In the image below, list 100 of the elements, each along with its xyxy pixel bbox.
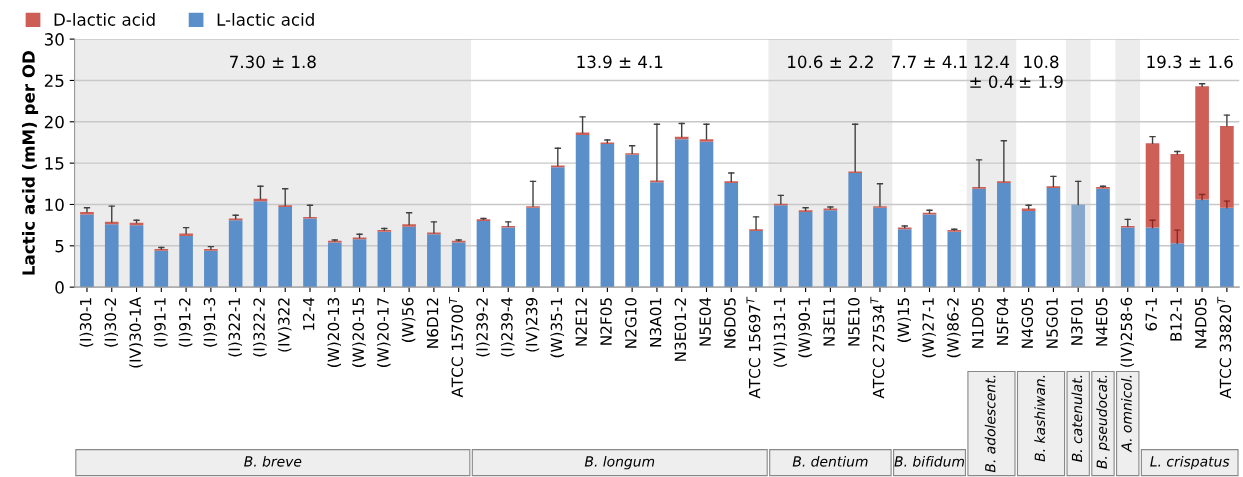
- x-tick-label: (W)20-15: [352, 298, 366, 367]
- x-tick-label: (W)27-1: [922, 298, 936, 358]
- bar: [897, 229, 912, 288]
- bar: [873, 207, 887, 288]
- bar: [402, 224, 416, 227]
- y-tick-label: 15: [45, 157, 64, 170]
- text: B. dentium: [792, 455, 868, 467]
- annotation: 10.8 ± 1.9: [1019, 55, 1063, 89]
- bar: [1021, 211, 1036, 288]
- x-tick-label: N1D05: [971, 298, 984, 348]
- x-tick-label: ATCC 15700$^{T}$: [449, 296, 464, 398]
- bar: [699, 141, 714, 288]
- x-tick-label: (I)30-2: [104, 298, 118, 347]
- x-tick-label: N2E12: [575, 298, 587, 346]
- x-tick-label: (I)91-2: [178, 298, 193, 347]
- x-tick-label: (W)86-2: [946, 298, 961, 358]
- x-tick-label: N5E10: [848, 297, 860, 346]
- x-tick-label: (IV)322: [277, 298, 292, 352]
- text: B. kashiwan.: [1034, 375, 1046, 462]
- x-tick-label: N3A01: [649, 298, 662, 347]
- annotation: 10.6 ± 2.2: [788, 55, 873, 69]
- text: B. catenulat.: [1071, 375, 1083, 462]
- x-tick-label: N5F04: [996, 297, 1009, 345]
- bar: [625, 154, 639, 288]
- text: B. pseudocat.: [1096, 375, 1110, 469]
- bar: [1046, 187, 1061, 288]
- x-tick-label: (I)322-1: [228, 298, 242, 357]
- x-tick-label: 67-1: [1145, 298, 1157, 331]
- y-tick-label: 25: [44, 74, 64, 88]
- x-tick-label: (I)91-1: [153, 298, 168, 347]
- bar: [997, 182, 1011, 288]
- x-tick-label: (IV)258-6: [1120, 297, 1134, 367]
- x-tick-label: 12-4: [302, 297, 315, 330]
- y-axis-title: Lactic acid (mM) per OD: [21, 51, 39, 275]
- bar: [550, 167, 565, 288]
- bar: [1170, 154, 1185, 244]
- bar: [699, 139, 714, 142]
- bar: [798, 211, 813, 288]
- x-tick-label: N4E05: [1095, 298, 1108, 346]
- x-tick-label: N3E01-2: [674, 298, 687, 361]
- bar: [427, 234, 441, 288]
- bar: [1195, 199, 1209, 288]
- x-tick-label: (IV)30-1A: [129, 297, 143, 368]
- bar: [352, 239, 367, 288]
- bar: [1120, 227, 1135, 288]
- x-tick-label: N2G10: [625, 297, 637, 348]
- x-tick-label: B12-1: [1170, 298, 1182, 341]
- text: B. bifidum: [894, 455, 965, 467]
- bar: [104, 224, 119, 288]
- annotation: 13.9 ± 4.1: [577, 55, 663, 69]
- bar: [972, 188, 986, 288]
- x-tick-label: N3E11: [823, 298, 835, 346]
- bar: [327, 242, 342, 288]
- text: A. omnicol.: [1121, 375, 1132, 453]
- x-tick-label: N5G01: [1046, 298, 1058, 348]
- text: B. breve: [244, 455, 302, 467]
- x-tick-label: (W)56: [401, 297, 416, 343]
- x-tick-label: N6D12: [426, 298, 439, 348]
- x-tick-label: N3F01: [1071, 298, 1083, 345]
- bar: [526, 207, 540, 288]
- x-tick-label: (VI)131-1: [773, 298, 788, 367]
- bar: [774, 205, 788, 288]
- bar: [724, 182, 739, 288]
- bar: [1220, 207, 1234, 288]
- bar: [476, 221, 491, 288]
- bar: [1170, 243, 1185, 288]
- bar: [377, 231, 392, 288]
- y-tick-label: 0: [55, 281, 64, 294]
- bar: [402, 226, 416, 288]
- bar: [674, 139, 689, 288]
- bar: [922, 214, 937, 288]
- x-tick-label: (W)35-1: [550, 298, 565, 358]
- legend-label: D-lactic acid: [54, 12, 155, 26]
- bar: [1145, 143, 1160, 228]
- bar: [451, 242, 466, 288]
- x-tick-label: N6D05: [724, 298, 736, 348]
- bar: [278, 206, 293, 288]
- y-tick-label: 10: [45, 198, 64, 212]
- text: B. longum: [584, 455, 655, 470]
- text: L. crispatus: [1150, 455, 1230, 470]
- x-tick-label: (I)239-4: [500, 297, 515, 357]
- bar: [575, 135, 590, 288]
- legend-label: L-lactic acid: [217, 12, 314, 26]
- bar: [848, 173, 862, 288]
- x-tick-label: ATCC 27534$^{T}$: [870, 296, 885, 399]
- bar: [1145, 227, 1160, 288]
- bar: [129, 225, 144, 288]
- y-tick-label: 30: [44, 33, 64, 46]
- bar: [179, 235, 193, 288]
- y-tick-label: 5: [55, 239, 64, 253]
- y-tick-label: 20: [44, 115, 64, 129]
- annotation: 7.30 ± 1.8: [230, 55, 316, 69]
- x-tick-label: (I)239-2: [476, 298, 490, 357]
- x-tick-label: ATCC 15697$^{T}$: [746, 296, 761, 399]
- annotation: 7.7 ± 4.1: [892, 55, 967, 68]
- bar: [253, 201, 268, 288]
- bar: [303, 218, 317, 288]
- x-tick-label: N4D05: [1194, 298, 1207, 348]
- bar: [1096, 188, 1110, 288]
- x-tick-label: ATCC 33820$^{T}$: [1217, 296, 1232, 399]
